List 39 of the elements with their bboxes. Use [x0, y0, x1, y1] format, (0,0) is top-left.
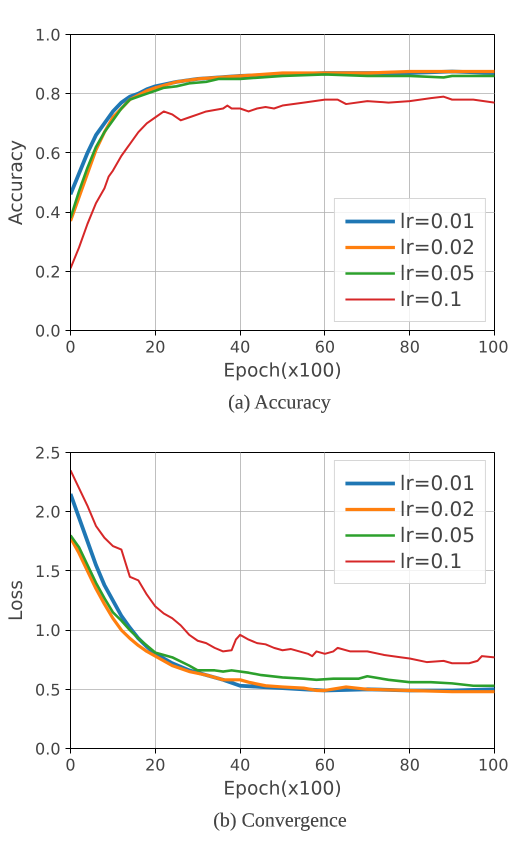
x-axis-title: Epoch(x100): [223, 360, 342, 382]
legend-label: lr=0.01: [400, 471, 475, 495]
y-axis-title: Accuracy: [6, 140, 28, 226]
y-tick-label: 0.0: [35, 322, 61, 340]
y-tick-label: 0.6: [35, 144, 61, 163]
y-tick-label: 2.0: [35, 502, 61, 522]
y-axis-title: Loss: [6, 580, 28, 621]
legend-label: lr=0.1: [400, 549, 462, 573]
y-tick-label: 0.5: [35, 680, 61, 700]
y-tick-label: 1.0: [35, 26, 61, 44]
y-tick-label: 1.5: [35, 562, 61, 581]
x-tick-label: 80: [400, 756, 420, 774]
y-tick-label: 1.0: [35, 621, 61, 640]
x-tick-label: 20: [145, 338, 166, 356]
x-tick-label: 0: [65, 756, 76, 774]
x-tick-label: 20: [145, 756, 166, 774]
x-tick-label: 60: [314, 338, 336, 356]
y-tick-label: 0.2: [35, 262, 61, 282]
x-tick-label: 0: [65, 338, 76, 356]
y-tick-label: 0.8: [35, 84, 61, 104]
y-tick-label: 0.4: [35, 203, 61, 222]
x-tick-label: 100: [478, 338, 508, 356]
x-tick-label: 40: [230, 338, 250, 356]
y-tick-label: 0.0: [35, 740, 61, 758]
line-series: [70, 469, 494, 664]
legend-label: lr=0.1: [400, 287, 462, 311]
legend-label: lr=0.02: [400, 497, 475, 521]
x-tick-label: 100: [478, 756, 508, 774]
x-tick-label: 80: [400, 338, 420, 356]
legend-label: lr=0.02: [400, 235, 475, 259]
x-tick-label: 40: [230, 756, 250, 774]
x-tick-label: 60: [314, 756, 336, 774]
y-tick-label: 2.5: [35, 444, 61, 462]
legend-label: lr=0.05: [400, 261, 475, 285]
legend-label: lr=0.01: [400, 209, 475, 233]
text: (a) Accuracy: [228, 392, 331, 414]
x-axis-title: Epoch(x100): [223, 778, 342, 800]
legend-label: lr=0.05: [400, 523, 475, 547]
text: (b) Convergence: [213, 810, 347, 832]
